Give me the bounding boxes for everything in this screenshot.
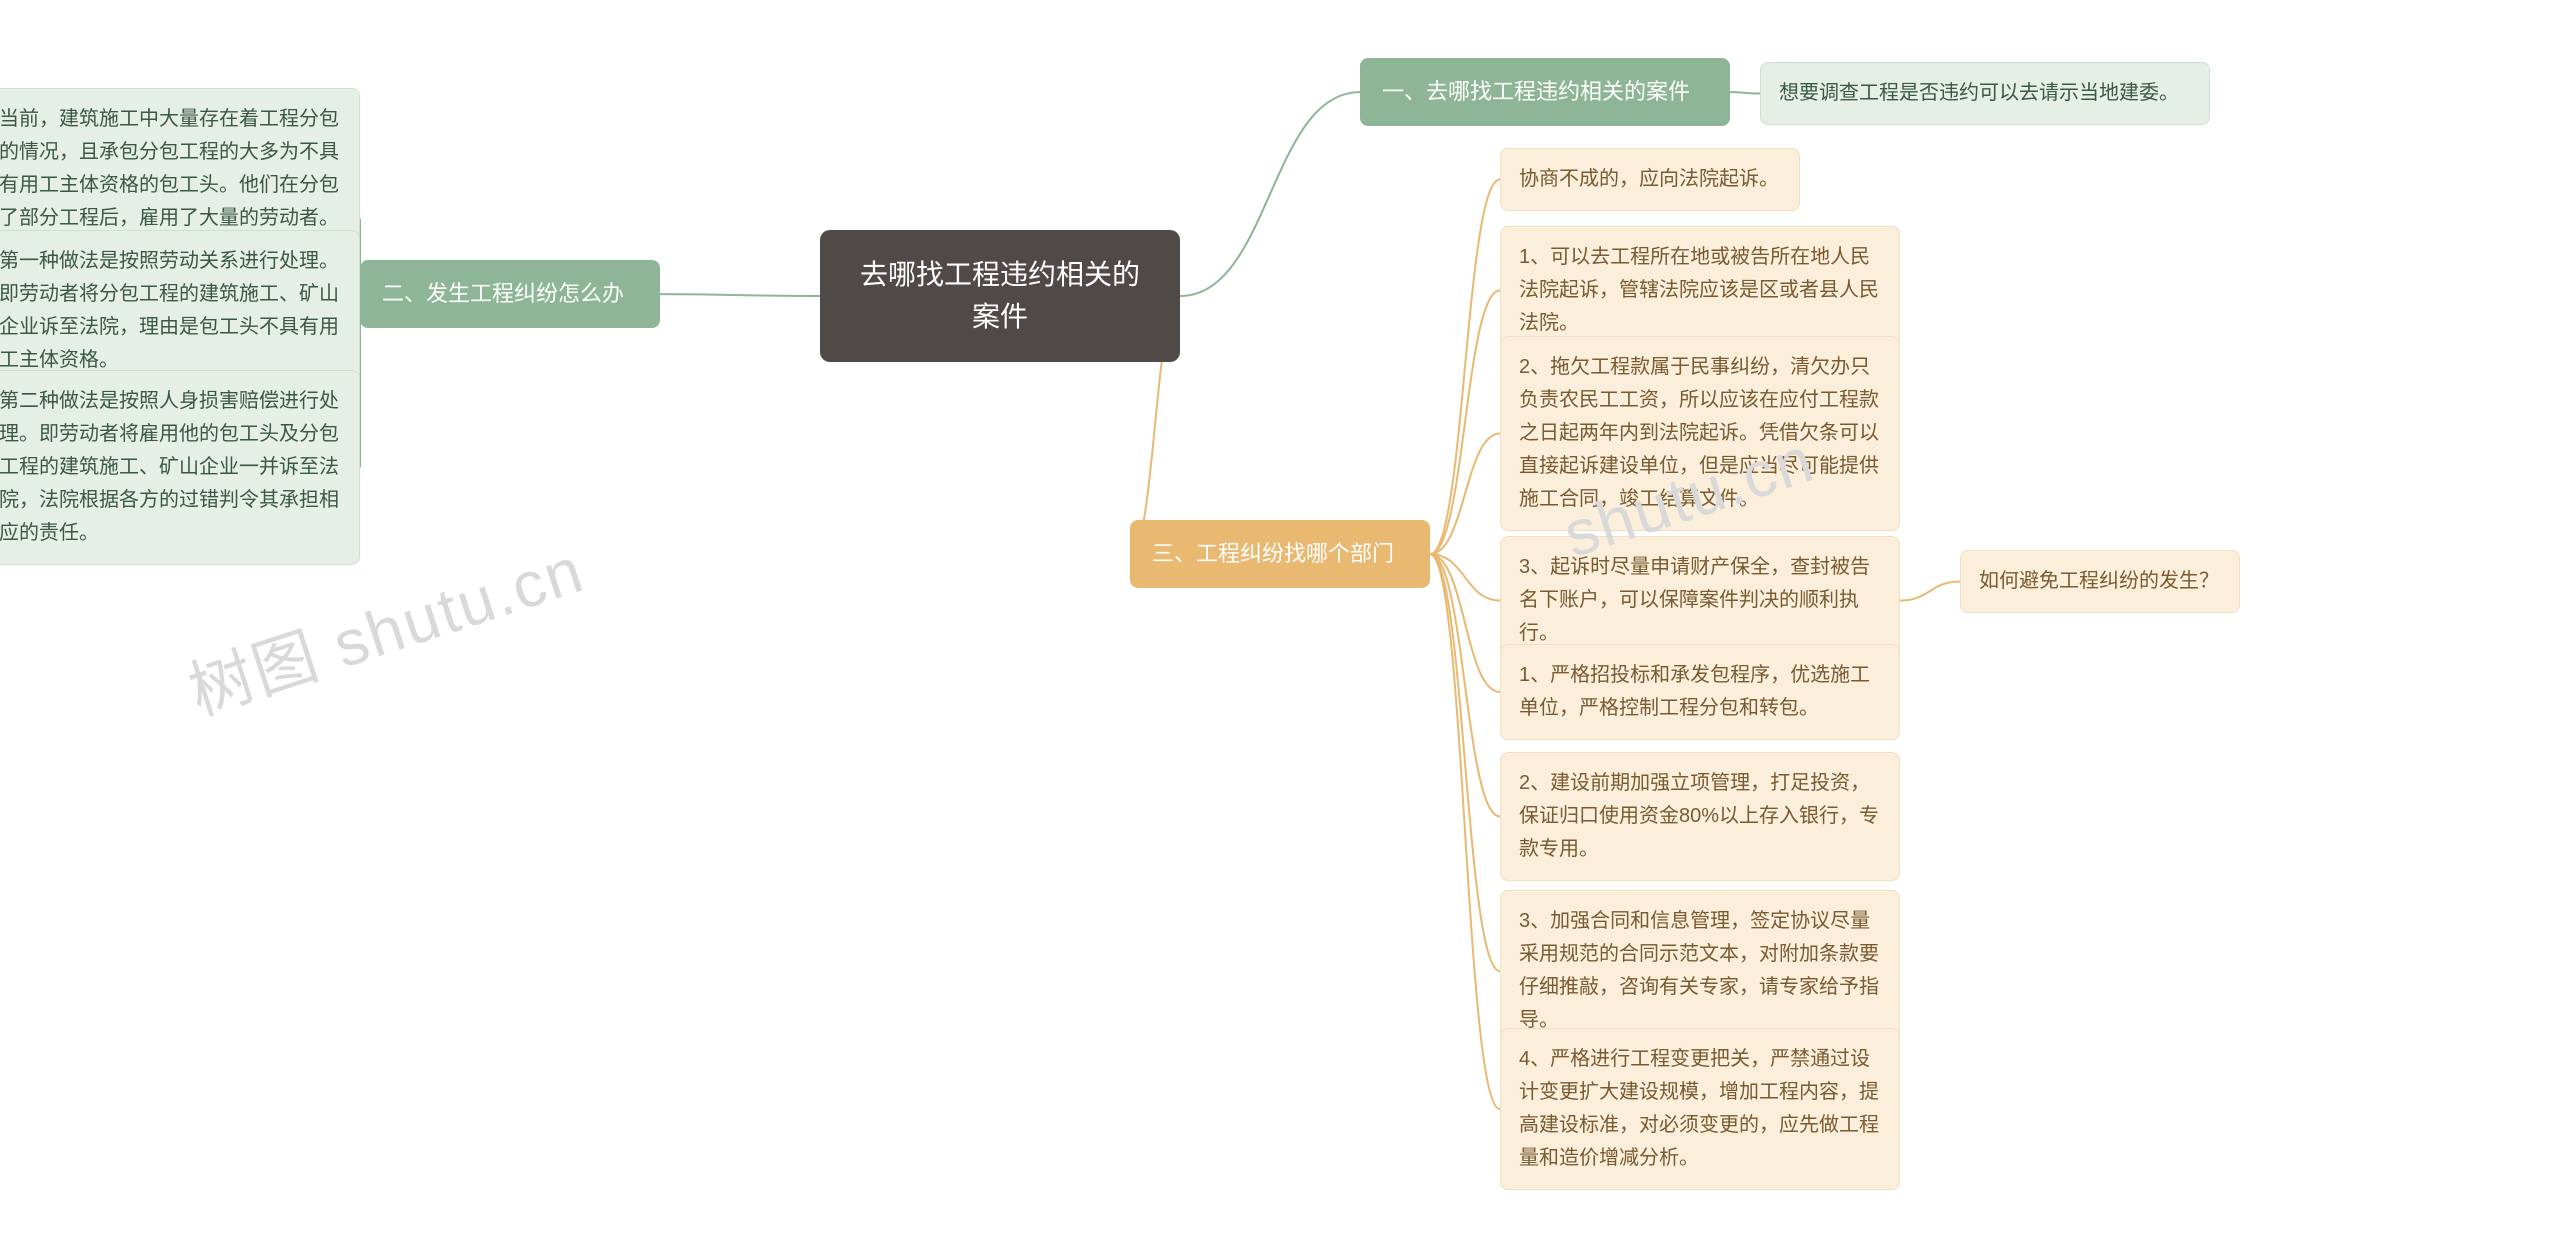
mindmap-canvas: 去哪找工程违约相关的案件 一、去哪找工程违约相关的案件 想要调查工程是否违约可以…	[0, 0, 2560, 1247]
branch-1-child-1[interactable]: 想要调查工程是否违约可以去请示当地建委。	[1760, 62, 2210, 125]
connectors-layer	[0, 0, 2560, 1247]
branch-2-child-2[interactable]: 第一种做法是按照劳动关系进行处理。即劳动者将分包工程的建筑施工、矿山企业诉至法院…	[0, 230, 360, 392]
branch-3-child-5[interactable]: 1、严格招投标和承发包程序，优选施工单位，严格控制工程分包和转包。	[1500, 644, 1900, 740]
branch-3-child-4-sub[interactable]: 如何避免工程纠纷的发生？	[1960, 550, 2240, 613]
branch-3-child-1[interactable]: 协商不成的，应向法院起诉。	[1500, 148, 1800, 211]
branch-1-title[interactable]: 一、去哪找工程违约相关的案件	[1360, 58, 1730, 126]
branch-3-child-3[interactable]: 2、拖欠工程款属于民事纠纷，清欠办只负责农民工工资，所以应该在应付工程款之日起两…	[1500, 336, 1900, 531]
branch-2-title[interactable]: 二、发生工程纠纷怎么办	[360, 260, 660, 328]
root-node[interactable]: 去哪找工程违约相关的案件	[820, 230, 1180, 362]
branch-3-child-6[interactable]: 2、建设前期加强立项管理，打足投资，保证归口使用资金80%以上存入银行，专款专用…	[1500, 752, 1900, 881]
branch-3-title[interactable]: 三、工程纠纷找哪个部门	[1130, 520, 1430, 588]
branch-3-child-8[interactable]: 4、严格进行工程变更把关，严禁通过设计变更扩大建设规模，增加工程内容，提高建设标…	[1500, 1028, 1900, 1190]
branch-2-child-3[interactable]: 第二种做法是按照人身损害赔偿进行处理。即劳动者将雇用他的包工头及分包工程的建筑施…	[0, 370, 360, 565]
